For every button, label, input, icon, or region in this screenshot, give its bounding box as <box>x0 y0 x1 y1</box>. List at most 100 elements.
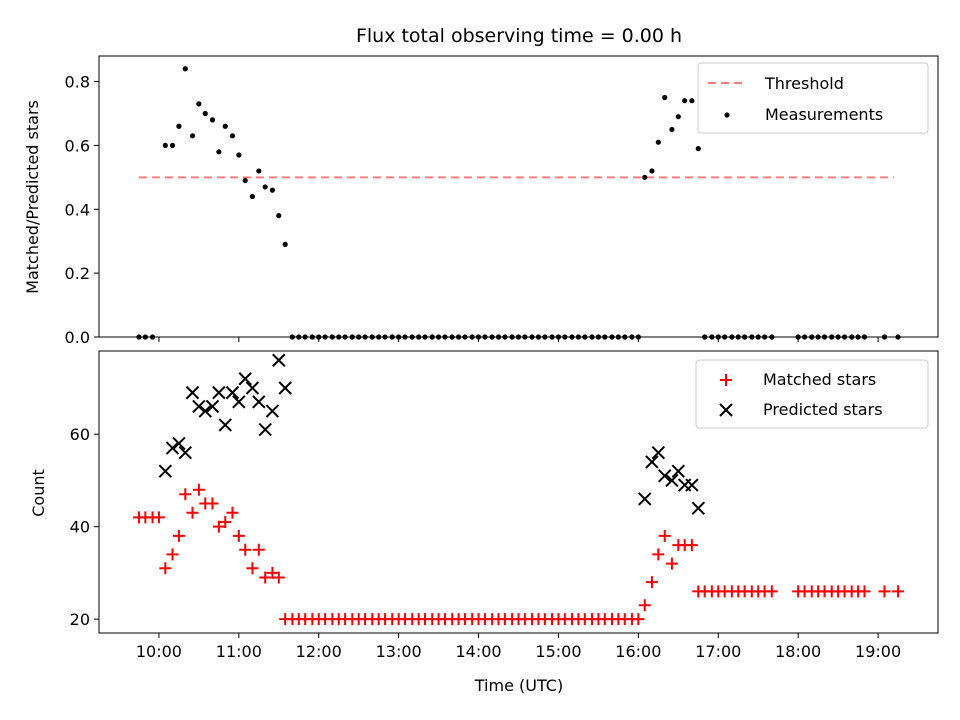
predicted-star-point <box>258 422 272 437</box>
predicted-star-point <box>671 464 686 478</box>
measurement-point <box>262 184 268 190</box>
matched-star-point <box>266 566 279 579</box>
top-legend: Threshold Measurements <box>697 62 929 134</box>
measurement-point <box>256 168 262 174</box>
matched-star-point <box>239 543 252 556</box>
matched-star-point <box>652 548 665 561</box>
predicted-star-point <box>232 395 246 409</box>
legend-matched-label: Matched stars <box>763 370 876 389</box>
matched-star-point <box>892 585 905 598</box>
predicted-star-point <box>245 381 260 395</box>
matched-star-point <box>152 511 165 524</box>
ratio-panel: Flux total observing time = 0.00 h Match… <box>23 25 939 347</box>
measurement-point <box>162 142 168 149</box>
measurement-point <box>209 117 216 123</box>
measurement-point <box>642 174 648 180</box>
measurement-point <box>249 193 256 200</box>
predicted-star-point <box>658 469 672 483</box>
bottom-x-tick-label: 11:00 <box>216 642 262 661</box>
matched-star-point <box>632 613 645 626</box>
legend-predicted-swatch <box>719 403 733 417</box>
predicted-star-point <box>665 473 679 488</box>
measurement-point <box>655 139 661 145</box>
bottom-y-axis-label: Count <box>29 469 48 517</box>
predicted-star-point <box>691 501 705 515</box>
measurement-point <box>182 66 188 72</box>
bottom-legend-box <box>695 359 929 429</box>
top-axes-frame <box>98 55 939 338</box>
top-y-tick-label: 0.2 <box>65 264 90 283</box>
bottom-x-tick-label: 19:00 <box>855 642 901 661</box>
top-y-tick-label: 0.0 <box>65 328 90 347</box>
measurement-point <box>662 94 668 101</box>
legend-predicted-label: Predicted stars <box>763 400 883 419</box>
measurement-point <box>189 133 196 139</box>
legend-threshold-label: Threshold <box>764 74 844 93</box>
predicted-star-point <box>225 385 240 400</box>
matched-star-point <box>638 599 651 612</box>
matched-star-point <box>252 543 265 556</box>
predicted-star-point <box>178 445 193 460</box>
measurement-point <box>695 146 701 152</box>
matched-star-point <box>645 576 658 589</box>
matched-star-point <box>159 562 172 575</box>
legend-matched-swatch <box>720 374 732 386</box>
matched-star-point <box>665 557 678 570</box>
matched-star-point <box>765 585 778 598</box>
legend-measurements-label: Measurements <box>765 105 883 124</box>
predicted-star-point <box>638 492 652 506</box>
top-y-tick-label: 0.6 <box>65 136 90 155</box>
predicted-star-point <box>645 455 659 469</box>
bottom-x-tick-label: 18:00 <box>775 642 821 661</box>
predicted-star-point <box>278 381 292 395</box>
matched-star-point <box>246 562 259 575</box>
measurement-point <box>229 133 236 139</box>
measurement-point <box>669 126 675 133</box>
measurement-point <box>196 101 202 107</box>
bottom-x-tick-label: 10:00 <box>136 642 182 661</box>
bottom-x-tick-label: 12:00 <box>296 642 342 661</box>
x-axis-label: Time (UTC) <box>474 676 563 695</box>
predicted-star-point <box>685 478 699 492</box>
bottom-x-tick-label: 15:00 <box>535 642 581 661</box>
measurement-point <box>675 114 681 120</box>
bottom-x-tick-label: 16:00 <box>615 642 661 661</box>
bottom-y-tick-label: 60 <box>70 425 90 444</box>
matched-star-point <box>166 548 179 561</box>
predicted-star-point <box>192 399 206 414</box>
matched-star-point <box>212 520 225 533</box>
bottom-x-ticks: 10:00 11:00 12:00 13:00 14:00 15:00 16:00 17:00… <box>136 633 901 661</box>
predicted-star-point <box>212 385 226 400</box>
measurement-point <box>682 98 688 104</box>
top-y-tick-label: 0.4 <box>65 200 90 219</box>
bottom-y-ticks: 20 40 60 <box>70 425 99 629</box>
matched-star-point <box>192 483 205 496</box>
matched-star-point <box>658 529 671 542</box>
measurement-point <box>202 110 208 117</box>
matched-star-point <box>226 506 239 519</box>
top-y-ticks: 0.0 0.2 0.4 0.6 0.8 <box>65 73 99 347</box>
matched-star-point <box>685 539 698 552</box>
predicted-star-point <box>238 372 252 386</box>
predicted-star-points <box>158 353 705 515</box>
matched-star-point <box>179 488 192 501</box>
predicted-star-point <box>185 385 200 400</box>
matched-star-point <box>206 497 219 510</box>
predicted-star-point <box>272 353 286 367</box>
predicted-star-point <box>165 441 180 455</box>
predicted-star-point <box>172 436 186 451</box>
matched-star-point <box>259 571 272 584</box>
measurement-point <box>222 123 228 129</box>
matched-star-point <box>186 506 199 519</box>
predicted-star-point <box>158 464 173 478</box>
matched-star-point <box>272 571 285 584</box>
matched-star-point <box>172 529 185 542</box>
measurement-point <box>689 98 695 104</box>
predicted-star-point <box>252 395 266 409</box>
bottom-y-tick-label: 40 <box>70 518 90 537</box>
measurement-point <box>216 149 222 155</box>
matched-star-point <box>232 529 245 542</box>
predicted-star-point <box>218 418 232 432</box>
